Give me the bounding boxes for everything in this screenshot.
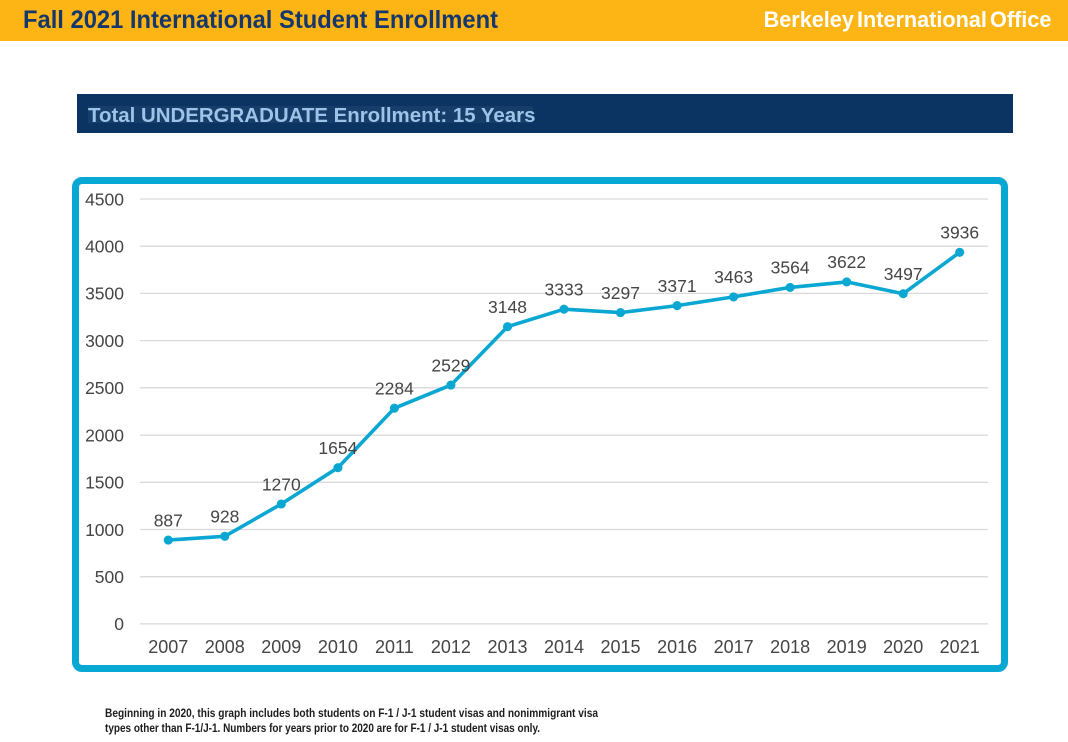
- svg-text:3500: 3500: [85, 284, 124, 304]
- svg-text:2015: 2015: [600, 637, 640, 657]
- svg-text:2016: 2016: [657, 637, 697, 657]
- svg-text:2012: 2012: [431, 637, 471, 657]
- svg-text:2009: 2009: [261, 637, 301, 657]
- svg-text:2500: 2500: [85, 378, 124, 398]
- svg-text:4000: 4000: [85, 237, 124, 257]
- svg-text:3333: 3333: [545, 280, 584, 300]
- svg-text:2008: 2008: [205, 637, 245, 657]
- svg-text:2017: 2017: [714, 637, 754, 657]
- svg-text:2000: 2000: [85, 425, 124, 445]
- svg-text:1270: 1270: [262, 474, 301, 494]
- svg-text:2529: 2529: [431, 355, 470, 375]
- svg-text:4500: 4500: [85, 189, 124, 209]
- svg-text:2019: 2019: [827, 637, 867, 657]
- svg-text:1654: 1654: [318, 438, 357, 458]
- svg-text:2014: 2014: [544, 637, 584, 657]
- svg-text:3148: 3148: [488, 297, 527, 317]
- svg-text:2284: 2284: [375, 379, 414, 399]
- svg-text:2020: 2020: [883, 637, 923, 657]
- svg-text:2013: 2013: [487, 637, 527, 657]
- svg-text:2018: 2018: [770, 637, 810, 657]
- svg-text:3497: 3497: [884, 264, 923, 284]
- svg-text:0: 0: [114, 614, 124, 634]
- svg-text:3463: 3463: [714, 267, 753, 287]
- svg-text:2007: 2007: [148, 637, 188, 657]
- svg-text:928: 928: [210, 507, 239, 527]
- svg-text:3371: 3371: [658, 276, 697, 296]
- svg-text:500: 500: [95, 567, 124, 587]
- svg-text:3622: 3622: [827, 252, 866, 272]
- svg-text:3000: 3000: [85, 331, 124, 351]
- svg-text:887: 887: [154, 510, 183, 530]
- svg-text:1000: 1000: [85, 520, 124, 540]
- svg-text:3936: 3936: [940, 223, 979, 243]
- svg-text:2010: 2010: [318, 637, 358, 657]
- svg-text:2011: 2011: [375, 637, 414, 657]
- svg-text:1500: 1500: [85, 473, 124, 493]
- svg-text:3564: 3564: [771, 258, 810, 278]
- svg-text:3297: 3297: [601, 283, 640, 303]
- svg-text:2021: 2021: [940, 637, 980, 657]
